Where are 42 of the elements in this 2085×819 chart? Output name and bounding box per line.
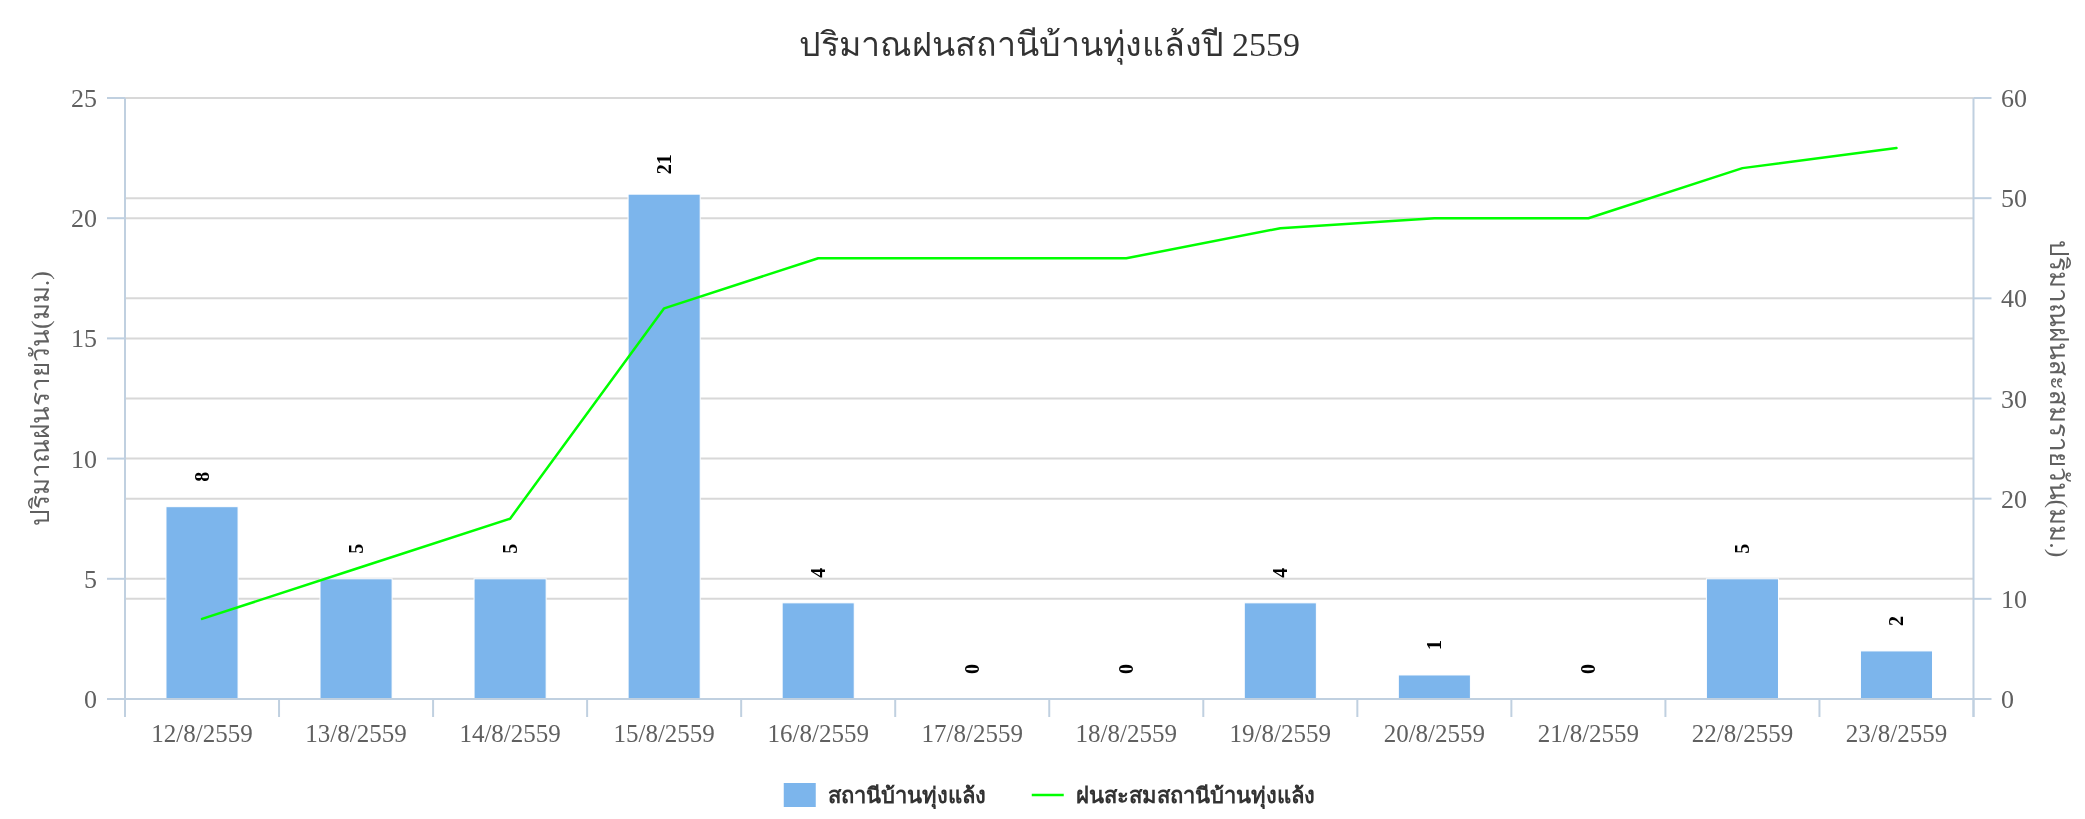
data-label: 2 — [1885, 615, 1908, 626]
data-label: 4 — [1269, 567, 1292, 578]
x-tick-label: 13/8/2559 — [305, 720, 407, 747]
y2-tick-label: 60 — [2001, 84, 2027, 113]
x-tick-label: 19/8/2559 — [1229, 720, 1331, 747]
legend-label: ฝนสะสมสถานีบ้านทุ่งแล้ง — [1075, 782, 1315, 808]
y-tick-label: 5 — [84, 564, 97, 594]
x-tick-label: 20/8/2559 — [1383, 720, 1486, 747]
data-label: 0 — [961, 664, 984, 674]
y2-tick-label: 30 — [2001, 384, 2027, 414]
legend-label: สถานีบ้านทุ่งแล้ง — [827, 782, 986, 808]
y2-tick-label: 20 — [2001, 484, 2027, 514]
data-label: 0 — [1577, 664, 1600, 674]
x-tick-label: 12/8/2559 — [151, 720, 253, 747]
y-tick-label: 15 — [71, 324, 97, 354]
x-tick-label: 23/8/2559 — [1845, 720, 1948, 747]
data-label: 21 — [653, 154, 676, 175]
data-label: 5 — [1731, 543, 1754, 554]
y2-tick-label: 50 — [2001, 184, 2027, 214]
y-tick-label: 20 — [71, 204, 97, 234]
x-tick-label: 21/8/2559 — [1537, 720, 1640, 747]
y-tick-label: 0 — [84, 685, 97, 714]
data-label: 5 — [345, 543, 368, 554]
title: ปริมาณฝนสถานีบ้านทุ่งแล้งปี 2559 — [798, 26, 1300, 63]
y2-tick-label: 10 — [2001, 584, 2027, 614]
x-tick-label: 18/8/2559 — [1075, 720, 1177, 747]
y2-tick-label: 40 — [2001, 284, 2027, 314]
x-tick-label: 17/8/2559 — [921, 720, 1023, 747]
y2-tick-label: 0 — [2001, 685, 2014, 714]
y2-axis-title: ปริมาณฝนสะสมรายวัน(มม.) — [2043, 239, 2073, 558]
data-label: 1 — [1423, 639, 1446, 650]
y-tick-label: 25 — [71, 84, 97, 113]
data-label: 8 — [191, 471, 213, 482]
x-tick-label: 14/8/2559 — [459, 720, 561, 747]
x-tick-label: 16/8/2559 — [767, 720, 869, 747]
x-tick-label: 15/8/2559 — [613, 720, 715, 747]
y-tick-label: 10 — [71, 444, 97, 474]
data-label: 4 — [807, 567, 830, 578]
data-label: 5 — [499, 543, 522, 554]
y-axis-title: ปริมาณฝนรายวัน(มม.) — [25, 271, 55, 526]
data-label: 0 — [1115, 664, 1138, 674]
x-tick-label: 22/8/2559 — [1691, 720, 1794, 747]
